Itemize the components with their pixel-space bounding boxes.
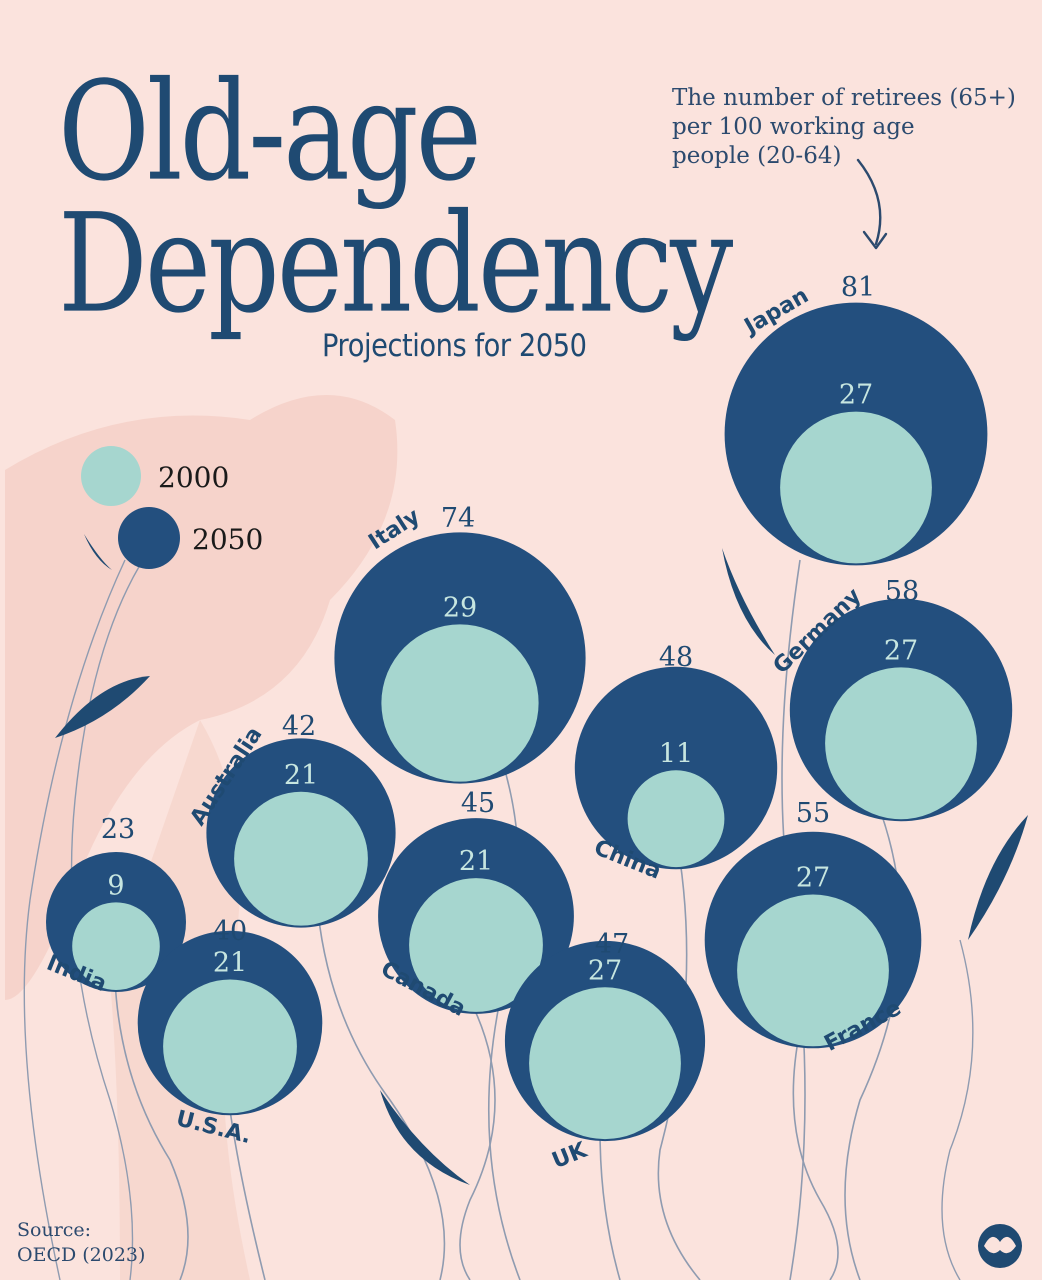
bubble-2000 xyxy=(234,791,368,926)
legend-swatch xyxy=(118,507,180,569)
bubble-2000 xyxy=(529,987,681,1140)
stem xyxy=(459,999,496,1280)
legend-label: 2000 xyxy=(158,461,229,494)
stem xyxy=(792,1029,839,1280)
subtitle: Projections for 2050 xyxy=(322,328,587,364)
note-arrow-icon xyxy=(856,158,888,250)
legend-swatch xyxy=(81,446,141,506)
leaf xyxy=(722,548,775,655)
leaf xyxy=(968,815,1028,940)
value-label-2000: 21 xyxy=(284,760,318,791)
background-figure xyxy=(5,395,398,1000)
source-note: Source: OECD (2023) xyxy=(17,1218,145,1268)
value-label-2050: 58 xyxy=(885,576,919,607)
value-label-2000: 21 xyxy=(213,948,247,979)
value-label-2000: 11 xyxy=(659,738,693,769)
legend-item: 2000 xyxy=(81,446,229,506)
value-label-2000: 21 xyxy=(459,846,493,877)
note-line: people (20-64) xyxy=(672,143,842,169)
title-line-1: Old-age xyxy=(58,53,482,212)
title-line-2: Dependency xyxy=(58,185,733,344)
stem xyxy=(657,859,701,1280)
value-label-2000: 27 xyxy=(796,863,830,894)
value-label-2050: 55 xyxy=(796,798,830,829)
value-label-2050: 81 xyxy=(841,272,875,303)
bubble-2000 xyxy=(737,894,889,1047)
note-line: The number of retirees (65+) xyxy=(672,85,1016,111)
leaf xyxy=(55,676,150,738)
legend-item: 2050 xyxy=(118,507,263,569)
bubble-2050 xyxy=(574,666,778,870)
stem xyxy=(114,979,189,1280)
value-label-2050: 42 xyxy=(282,711,316,742)
value-label-2000: 27 xyxy=(839,380,873,411)
legend: 2000 2050 xyxy=(81,446,263,569)
source-value: OECD (2023) xyxy=(17,1244,146,1266)
stem xyxy=(599,1129,621,1280)
bubble-2000 xyxy=(780,411,932,564)
stem xyxy=(317,911,446,1280)
country-label: UK xyxy=(549,1137,592,1174)
value-label-2000: 27 xyxy=(884,636,918,667)
bubble-2000 xyxy=(163,979,297,1114)
value-label-2000: 29 xyxy=(443,592,477,623)
stem xyxy=(23,559,126,1280)
stem xyxy=(229,1109,266,1280)
note-line: per 100 working age xyxy=(672,114,915,140)
source-label: Source: xyxy=(17,1219,92,1241)
value-label-2050: 74 xyxy=(441,503,475,534)
value-label-2050: 40 xyxy=(213,916,247,947)
bubble-2000 xyxy=(825,667,977,820)
value-label-2050: 47 xyxy=(595,929,629,960)
value-label-2050: 48 xyxy=(659,642,693,673)
value-label-2050: 45 xyxy=(461,788,495,819)
legend-label: 2050 xyxy=(192,523,263,556)
brand-logo xyxy=(978,1224,1022,1268)
annotation-note: The number of retirees (65+) per 100 wor… xyxy=(672,84,1032,171)
bubble-2000 xyxy=(627,770,725,868)
leaf-decorations xyxy=(55,534,1028,1185)
bubble-2000 xyxy=(381,624,539,782)
value-label-2000: 9 xyxy=(107,870,124,901)
value-label-2000: 27 xyxy=(588,955,622,986)
value-label-2050: 23 xyxy=(101,814,135,845)
stem xyxy=(941,939,974,1280)
bubble-2000 xyxy=(72,902,160,990)
bubble-2000 xyxy=(409,878,543,1012)
